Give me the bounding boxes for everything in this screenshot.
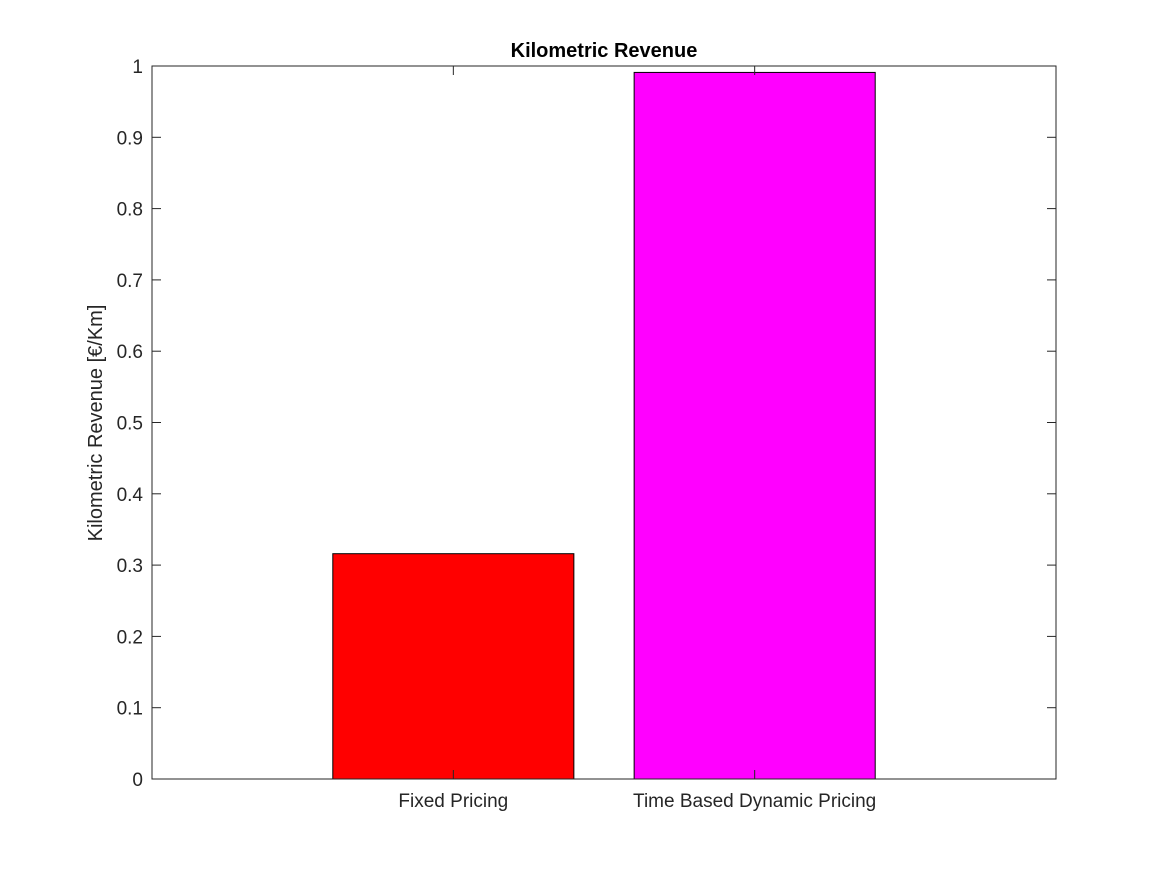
y-tick-label-7: 0.7 <box>117 271 143 292</box>
y-tick-label-5: 0.5 <box>117 414 143 435</box>
y-tick-label-0: 0 <box>132 770 143 791</box>
bars-layer <box>332 71 876 780</box>
y-tick-label-2: 0.2 <box>117 627 143 648</box>
y-tick-label-8: 0.8 <box>117 200 143 221</box>
bar-1 <box>633 71 876 780</box>
y-axis-label: Kilometric Revenue [€/Km] <box>85 305 107 542</box>
y-tick-label-4: 0.4 <box>117 485 144 506</box>
x-tick-label-1: Time Based Dynamic Pricing <box>633 791 876 812</box>
plot-area-frame <box>151 65 1057 780</box>
y-axis-ticks: 0 0.1 0.2 0.3 0.4 0.5 0.6 0.7 0.8 0.9 1 <box>117 57 1056 791</box>
chart-title: Kilometric Revenue <box>511 40 698 62</box>
y-tick-label-3: 0.3 <box>117 556 143 577</box>
x-axis-ticks: Fixed Pricing Time Based Dynamic Pricing <box>398 66 876 812</box>
bar-0 <box>332 553 575 780</box>
y-tick-label-9: 0.9 <box>117 128 143 149</box>
y-tick-label-1: 0.1 <box>117 699 143 720</box>
x-tick-label-0: Fixed Pricing <box>398 791 508 812</box>
y-tick-label-10: 1 <box>132 57 143 78</box>
y-tick-label-6: 0.6 <box>117 342 143 363</box>
